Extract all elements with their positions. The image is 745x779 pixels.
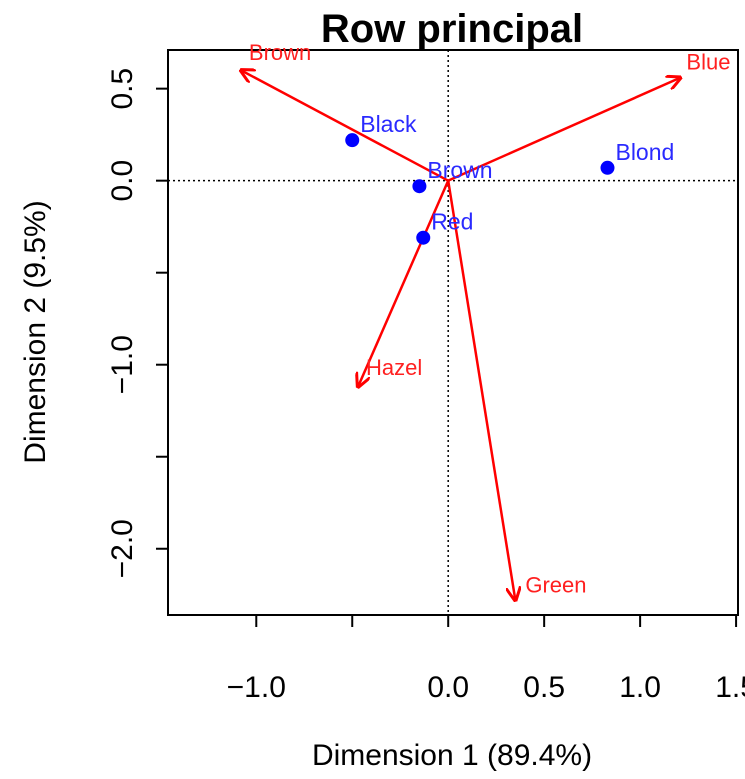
x-axis-title: Dimension 1 (89.4%) xyxy=(312,739,592,772)
point-black xyxy=(345,133,360,148)
arrow-blue xyxy=(447,78,680,182)
x-tick-label: 0.5 xyxy=(523,671,565,704)
x-tick-label: 0.0 xyxy=(427,671,469,704)
arrow-label-blue: Blue xyxy=(686,50,730,75)
point-label-red: Red xyxy=(431,209,473,235)
y-tick-label: −2.0 xyxy=(106,519,139,578)
chart-title: Row principal xyxy=(321,7,583,51)
y-tick-label: −1.0 xyxy=(106,335,139,394)
column-arrows: Brown Blue Hazel Green xyxy=(241,40,730,601)
x-axis: −1.0 0.0 0.5 1.0 1.5 xyxy=(227,615,745,704)
point-label-blond: Blond xyxy=(615,139,674,165)
arrow-green xyxy=(446,180,515,601)
arrow-label-brown: Brown xyxy=(249,40,311,65)
point-blond xyxy=(600,160,615,175)
arrow-hazel xyxy=(358,180,450,387)
x-tick-label: 1.5 xyxy=(715,671,745,704)
point-label-brown: Brown xyxy=(427,157,492,183)
arrow-brown xyxy=(241,70,449,182)
point-brown xyxy=(412,179,427,194)
x-tick-label: 1.0 xyxy=(619,671,661,704)
y-axis: 0.5 0.0 −1.0 −2.0 xyxy=(106,68,168,578)
arrow-label-green: Green xyxy=(525,572,586,597)
plot-frame xyxy=(167,49,739,616)
point-label-black: Black xyxy=(360,111,417,137)
row-points: Black Brown Red Blond xyxy=(345,111,674,245)
y-tick-label: 0.0 xyxy=(106,160,139,202)
y-axis-title: Dimension 2 (9.5%) xyxy=(19,200,52,463)
arrow-label-hazel: Hazel xyxy=(366,355,422,380)
point-red xyxy=(416,230,431,245)
reference-lines xyxy=(168,50,738,615)
x-tick-label: −1.0 xyxy=(227,671,286,704)
y-tick-label: 0.5 xyxy=(106,68,139,110)
